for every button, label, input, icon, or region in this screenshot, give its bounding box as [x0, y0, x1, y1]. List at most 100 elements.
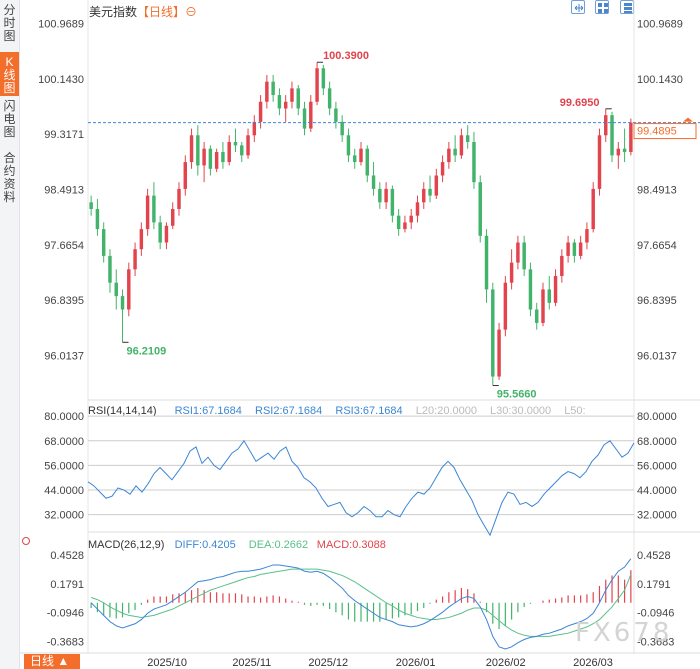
- rsi-axis-tick-label-left: 32.0000: [44, 510, 84, 522]
- candle: [327, 88, 332, 109]
- rsi-line: [87, 439, 635, 537]
- candle: [277, 95, 282, 109]
- candle: [622, 148, 627, 153]
- candle: [334, 108, 338, 122]
- tab-kline[interactable]: K线图: [0, 52, 19, 96]
- candle: [522, 242, 526, 270]
- tab-time-sharing[interactable]: 分时图: [0, 0, 19, 52]
- candle: [378, 188, 382, 203]
- date-axis-tick-label: 2026/02: [486, 657, 526, 669]
- candle: [503, 282, 508, 330]
- candle: [610, 115, 614, 156]
- candle: [258, 101, 263, 122]
- macd-axis-tick-label: -0.3683: [637, 636, 674, 648]
- candle: [453, 148, 457, 156]
- candle: [616, 148, 621, 156]
- candle: [214, 152, 219, 169]
- candle: [528, 269, 533, 310]
- candle: [240, 145, 244, 156]
- candle: [315, 68, 319, 102]
- candle: [384, 188, 388, 203]
- rsi-axis-tick-label-left: 68.0000: [44, 436, 84, 448]
- price-axis-tick-label-left: 97.6654: [44, 240, 84, 252]
- rsi-axis-tick-label: 68.0000: [637, 436, 677, 448]
- candle: [89, 202, 93, 209]
- date-axis-tick-label: 2025/10: [147, 657, 187, 669]
- rsi-axis-tick-label: 56.0000: [637, 460, 677, 472]
- tab-flash-chart[interactable]: 闪电图: [0, 96, 19, 148]
- rsi-title: RSI(14,14,14): [88, 405, 156, 417]
- candle: [202, 148, 206, 166]
- price-axis-tick-label: 96.0137: [637, 351, 677, 363]
- rsi-legend-item: L50:: [564, 405, 585, 417]
- candle: [170, 209, 175, 226]
- candle: [472, 141, 476, 183]
- tab-label: 闪电图: [3, 99, 16, 139]
- candle: [597, 135, 602, 189]
- candle: [491, 289, 495, 377]
- candle: [566, 242, 570, 256]
- candle: [440, 162, 445, 176]
- macd-title: MACD(26,12,9): [88, 539, 164, 551]
- high-price-label: 100.3900: [323, 50, 369, 62]
- tab-label: 合约资料: [3, 151, 16, 204]
- candle: [139, 229, 144, 250]
- candle: [164, 225, 169, 243]
- zoom-out-icon[interactable]: [620, 0, 634, 14]
- candle: [422, 188, 426, 203]
- macd-axis-tick-label: -0.0946: [637, 608, 674, 620]
- date-axis-tick-label: 2025/12: [308, 657, 348, 669]
- date-axis-tick-label: 2026/03: [573, 657, 613, 669]
- candle: [415, 202, 420, 216]
- candle: [227, 141, 231, 163]
- price-up-arrow-icon: [683, 117, 693, 122]
- candle: [108, 255, 112, 283]
- rsi-axis-tick-label: 80.0000: [637, 411, 677, 423]
- current-price-tag: [633, 123, 697, 140]
- diff-line: [90, 558, 632, 650]
- zoom-in-icon[interactable]: [595, 0, 609, 14]
- macd-legend-item: MACD:0.3088: [317, 539, 386, 551]
- tab-contract-info[interactable]: 合约资料: [0, 148, 19, 212]
- candle: [290, 88, 294, 102]
- candle: [434, 175, 439, 196]
- chart-header: 美元指数【日线】⊖: [89, 3, 197, 20]
- macd-axis-tick-label: 0.1791: [637, 579, 671, 591]
- candle: [591, 188, 595, 230]
- candle: [302, 108, 307, 129]
- candle: [283, 101, 288, 109]
- macd-axis-tick-label-left: 0.1791: [50, 579, 84, 591]
- candle: [459, 135, 464, 156]
- candle: [447, 148, 451, 163]
- date-axis-tick-label: 2025/11: [232, 657, 271, 669]
- price-axis-tick-label: 96.8395: [637, 295, 677, 307]
- candle: [390, 188, 395, 216]
- high-price-label: 99.6950: [560, 97, 600, 109]
- candle: [133, 249, 137, 270]
- tab-label: 分时图: [3, 3, 16, 43]
- candle: [572, 242, 577, 256]
- candle: [271, 81, 275, 96]
- candle: [177, 188, 181, 209]
- candle: [541, 289, 545, 323]
- rsi-legend-item: L20:20.0000: [416, 405, 477, 417]
- candle: [465, 135, 470, 142]
- rsi-axis-tick-label-left: 56.0000: [44, 460, 84, 472]
- candle: [547, 289, 552, 303]
- dea-line: [90, 568, 632, 637]
- price-axis-tick-label-left: 98.4913: [44, 184, 84, 196]
- macd-legend-item: DEA:0.2662: [249, 539, 308, 551]
- period-selector-button[interactable]: 日线 ▲: [24, 654, 80, 669]
- rsi-axis-tick-label: 32.0000: [637, 510, 677, 522]
- rsi-axis-tick-label-left: 80.0000: [44, 411, 84, 423]
- candle: [321, 68, 326, 89]
- candle: [265, 81, 269, 102]
- collapse-icon[interactable]: ⊖: [185, 5, 198, 19]
- candle: [497, 329, 501, 377]
- low-price-label: 95.5660: [497, 389, 537, 401]
- indicator-settings-icon: [22, 537, 30, 545]
- instrument-name: 美元指数: [89, 5, 138, 19]
- rsi-legend-item: RSI3:67.1684: [335, 405, 402, 417]
- candle: [101, 229, 106, 256]
- fit-screen-icon[interactable]: [571, 0, 585, 14]
